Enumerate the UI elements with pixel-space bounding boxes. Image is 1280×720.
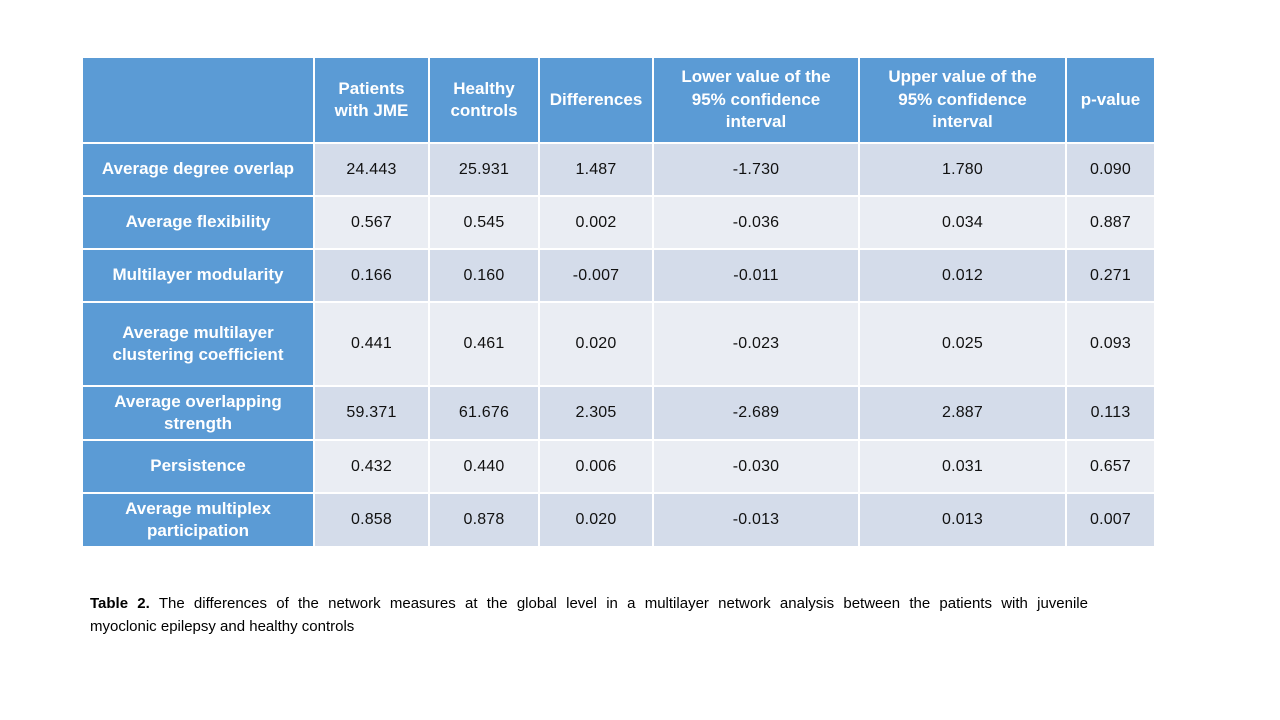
column-header-healthy-controls: Healthy controls (428, 56, 540, 144)
table-cell: 0.461 (428, 301, 540, 387)
caption-text: The differences of the network measures … (158, 595, 1088, 612)
table-cell: -0.007 (538, 248, 654, 303)
table-cell: 0.887 (1065, 195, 1156, 250)
row-label-average-multiplex-participation: Average multiplex participation (81, 492, 315, 548)
table-cell: 0.271 (1065, 248, 1156, 303)
table-row: Average multilayer clustering coefficien… (81, 301, 1156, 387)
row-label-multilayer-modularity: Multilayer modularity (81, 248, 315, 303)
table-cell: 0.090 (1065, 142, 1156, 197)
table-cell: 0.432 (313, 439, 430, 494)
caption-line-1: Table 2. The differences of the network … (90, 592, 1088, 615)
table-row: Average overlapping strength 59.371 61.6… (81, 385, 1156, 441)
corner-cell (81, 56, 315, 144)
table-cell: 0.002 (538, 195, 654, 250)
table-cell: -0.036 (652, 195, 860, 250)
table-cell: 0.007 (1065, 492, 1156, 548)
table-cell: 24.443 (313, 142, 430, 197)
table-cell: 2.305 (538, 385, 654, 441)
table-cell: -0.030 (652, 439, 860, 494)
column-header-patients-jme: Patients with JME (313, 56, 430, 144)
table-row: Average degree overlap 24.443 25.931 1.4… (81, 142, 1156, 197)
table-cell: 0.025 (858, 301, 1067, 387)
table-cell: 1.780 (858, 142, 1067, 197)
table-cell: 0.440 (428, 439, 540, 494)
column-header-ci-lower: Lower value of the 95% confidence interv… (652, 56, 860, 144)
row-label-average-flexibility: Average flexibility (81, 195, 315, 250)
table-cell: -2.689 (652, 385, 860, 441)
row-label-persistence: Persistence (81, 439, 315, 494)
table-cell: -0.013 (652, 492, 860, 548)
table-caption: Table 2. The differences of the network … (90, 592, 1088, 638)
caption-line-2: myoclonic epilepsy and healthy controls (90, 618, 355, 635)
column-header-differences: Differences (538, 56, 654, 144)
table-cell: 0.878 (428, 492, 540, 548)
table-cell: 0.093 (1065, 301, 1156, 387)
table-cell: 0.013 (858, 492, 1067, 548)
results-table: Patients with JME Healthy controls Diffe… (81, 56, 1156, 548)
table-cell: 0.567 (313, 195, 430, 250)
table-cell: 59.371 (313, 385, 430, 441)
table-cell: 0.160 (428, 248, 540, 303)
table-row: Multilayer modularity 0.166 0.160 -0.007… (81, 248, 1156, 303)
row-label-average-multilayer-clustering-coefficient: Average multilayer clustering coefficien… (81, 301, 315, 387)
header-row: Patients with JME Healthy controls Diffe… (81, 56, 1156, 144)
table-cell: 0.858 (313, 492, 430, 548)
table-cell: 2.887 (858, 385, 1067, 441)
table-cell: 0.657 (1065, 439, 1156, 494)
table-cell: -0.023 (652, 301, 860, 387)
table-row: Average flexibility 0.567 0.545 0.002 -0… (81, 195, 1156, 250)
table-cell: 0.012 (858, 248, 1067, 303)
table-cell: 0.113 (1065, 385, 1156, 441)
table-cell: 0.006 (538, 439, 654, 494)
table-cell: 0.020 (538, 492, 654, 548)
row-label-average-overlapping-strength: Average overlapping strength (81, 385, 315, 441)
table-row: Persistence 0.432 0.440 0.006 -0.030 0.0… (81, 439, 1156, 494)
table-cell: 61.676 (428, 385, 540, 441)
table-cell: 0.020 (538, 301, 654, 387)
table-cell: 0.034 (858, 195, 1067, 250)
table-row: Average multiplex participation 0.858 0.… (81, 492, 1156, 548)
caption-label: Table 2. (90, 595, 150, 612)
table-cell: 0.441 (313, 301, 430, 387)
table-cell: 0.545 (428, 195, 540, 250)
table-cell: 1.487 (538, 142, 654, 197)
table-cell: 25.931 (428, 142, 540, 197)
column-header-p-value: p-value (1065, 56, 1156, 144)
column-header-ci-upper: Upper value of the 95% confidence interv… (858, 56, 1067, 144)
table-cell: 0.031 (858, 439, 1067, 494)
table-cell: 0.166 (313, 248, 430, 303)
table-cell: -0.011 (652, 248, 860, 303)
row-label-average-degree-overlap: Average degree overlap (81, 142, 315, 197)
table-cell: -1.730 (652, 142, 860, 197)
